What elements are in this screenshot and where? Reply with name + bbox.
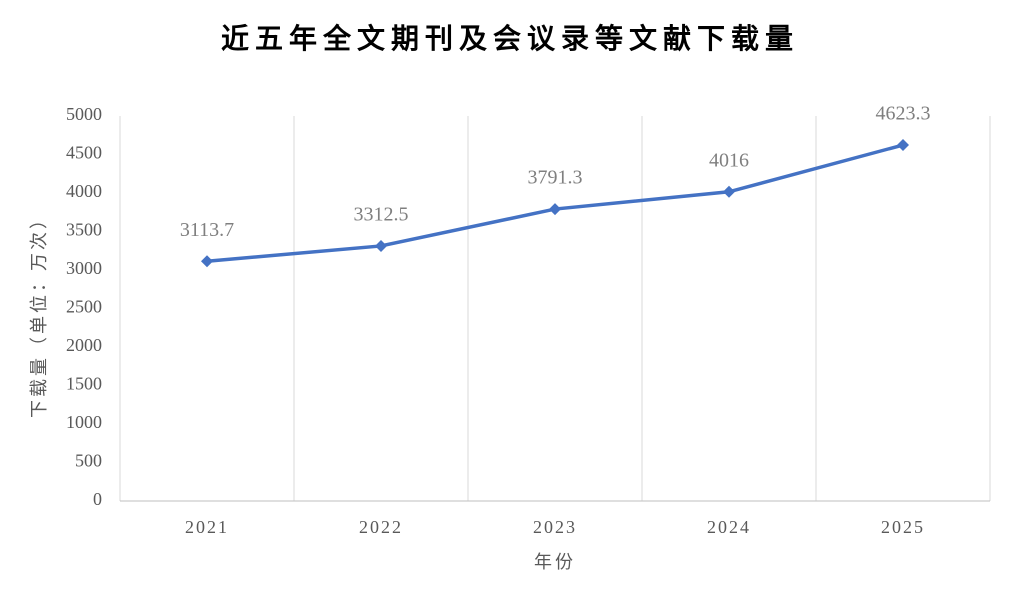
x-tick-label: 2022	[359, 517, 403, 537]
data-point	[201, 255, 213, 268]
y-tick-label: 1500	[66, 374, 102, 394]
y-tick-label: 3500	[66, 220, 102, 240]
y-axis-title: 下载量（单位：万次）	[29, 208, 50, 418]
data-label: 3791.3	[528, 167, 583, 189]
chart-title: 近五年全文期刊及会议录等文献下载量	[221, 22, 799, 55]
y-tick-label: 4000	[66, 181, 102, 201]
data-point	[723, 185, 735, 198]
y-tick-label: 3000	[66, 258, 102, 278]
data-point	[897, 139, 909, 152]
data-label: 3113.7	[180, 219, 234, 241]
x-axis-title: 年份	[534, 552, 576, 573]
y-tick-label: 500	[75, 451, 102, 471]
y-tick-label: 4500	[66, 143, 102, 163]
data-label: 3312.5	[354, 204, 409, 226]
x-tick-label: 2025	[881, 517, 925, 537]
data-label: 4623.3	[876, 103, 931, 125]
data-label: 4016	[709, 149, 749, 171]
y-tick-label: 2000	[66, 335, 102, 355]
y-tick-label: 2500	[66, 297, 102, 317]
x-tick-label: 2023	[533, 517, 577, 537]
data-point	[375, 239, 387, 252]
x-tick-label: 2021	[185, 517, 229, 537]
y-tick-label: 1000	[66, 412, 102, 432]
x-tick-label: 2024	[707, 517, 751, 537]
y-tick-label: 0	[93, 489, 102, 509]
data-point	[549, 203, 561, 216]
y-tick-label: 5000	[66, 104, 102, 124]
